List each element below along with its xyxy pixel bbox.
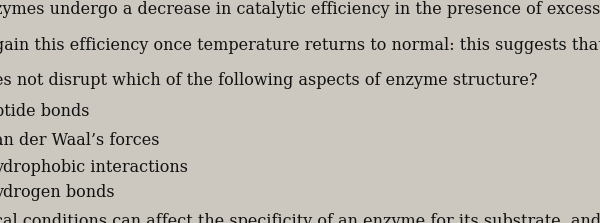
Text: zymes undergo a decrease in catalytic efficiency in the presence of excess t: zymes undergo a decrease in catalytic ef…	[0, 1, 600, 18]
Text: an der Waal’s forces: an der Waal’s forces	[0, 132, 160, 149]
Text: ydrophobic interactions: ydrophobic interactions	[0, 159, 188, 176]
Text: ptide bonds: ptide bonds	[0, 103, 89, 120]
Text: cal conditions can affect the specificity of an enzyme for its substrate, and: cal conditions can affect the specificit…	[0, 213, 600, 223]
Text: gain this efficiency once temperature returns to normal: this suggests that in: gain this efficiency once temperature re…	[0, 37, 600, 54]
Text: es not disrupt which of the following aspects of enzyme structure?: es not disrupt which of the following as…	[0, 72, 538, 89]
Text: ydrogen bonds: ydrogen bonds	[0, 184, 115, 201]
